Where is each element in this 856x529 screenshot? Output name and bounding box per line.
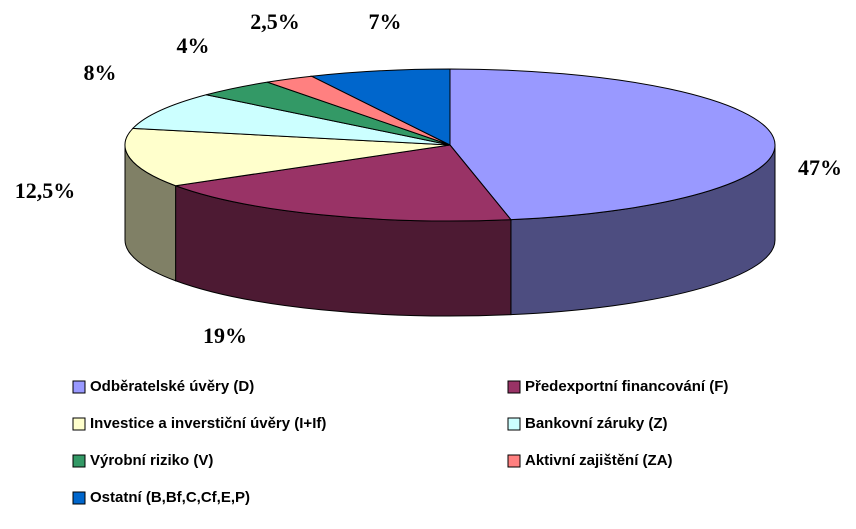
data-label: 7% [369,9,402,34]
data-label: 4% [177,33,210,58]
legend-label: Výrobní riziko (V) [90,452,213,469]
legend-swatch [72,417,86,431]
data-label: 47% [798,155,842,180]
slice [449,68,776,221]
data-label: 2,5% [250,9,300,34]
legend-label: Investice a inverstiční úvěry (I+If) [90,415,326,432]
legend-label: Aktivní zajištění (ZA) [525,452,673,469]
slice [309,68,451,146]
legend-swatch [72,491,86,505]
legend-swatch [72,454,86,468]
slice [175,144,512,222]
legend-label: Ostatní (B,Bf,C,Cf,E,P) [90,489,250,506]
data-label: 19% [203,323,247,348]
legend-swatch [507,380,521,394]
legend-swatch [507,417,521,431]
legend-label: Odběratelské úvěry (D) [90,378,254,395]
data-label: 8% [84,60,117,85]
legend-swatch [507,454,521,468]
legend-label: Předexportní financování (F) [525,378,728,395]
slice [124,127,451,187]
legend-swatch [72,380,86,394]
slice [131,94,451,146]
data-label: 12,5% [15,178,76,203]
legend-label: Bankovní záruky (Z) [525,415,668,432]
